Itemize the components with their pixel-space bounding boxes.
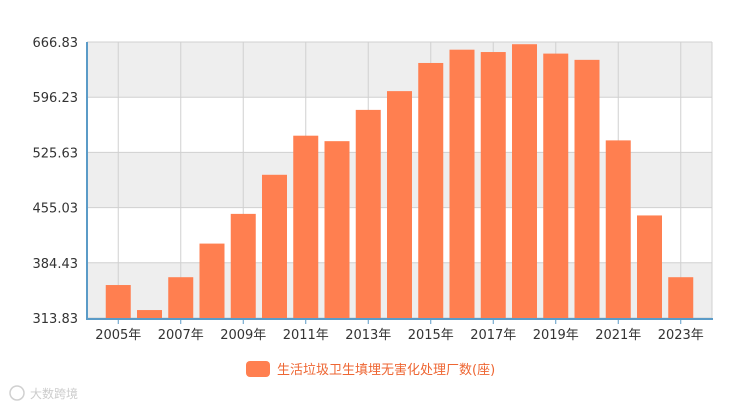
y-tick-label: 384.43 (33, 257, 79, 272)
x-tick-label: 2011年 (283, 328, 329, 343)
watermark: 大数跨境 (9, 385, 78, 401)
y-tick-label: 525.63 (33, 146, 79, 161)
x-tick-label: 2021年 (595, 328, 641, 343)
bar-2010年[interactable] (262, 174, 287, 318)
bar-2009年[interactable] (230, 213, 256, 318)
bar-2005年[interactable] (105, 285, 131, 318)
bar-2007年[interactable] (168, 277, 194, 318)
legend[interactable]: 生活垃圾卫生填埋无害化处理厂数(座) (246, 361, 495, 378)
y-tick-label: 455.03 (33, 202, 79, 217)
x-tick-label: 2005年 (95, 328, 141, 343)
bar-2021年[interactable] (605, 140, 631, 318)
x-tick-label: 2017年 (470, 328, 516, 343)
y-tick-label: 313.83 (33, 312, 79, 327)
axes (86, 42, 713, 320)
x-tick-label: 2013年 (345, 328, 391, 343)
bar-2022年[interactable] (637, 215, 662, 318)
x-tick-label: 2007年 (158, 328, 204, 343)
y-tick-label: 666.83 (33, 36, 79, 51)
bar-2015年[interactable] (418, 62, 444, 318)
x-tick-label: 2015年 (408, 328, 454, 343)
legend-swatch[interactable] (246, 361, 270, 377)
x-tick-label: 2023年 (658, 328, 704, 343)
bar-2014年[interactable] (387, 91, 412, 318)
watermark-logo-icon (9, 385, 25, 401)
bar-2023年[interactable] (668, 277, 694, 318)
bar-2006年[interactable] (137, 310, 162, 318)
bar-2012年[interactable] (324, 141, 350, 318)
y-tick-label: 596.23 (33, 91, 79, 106)
x-tick-label: 2019年 (533, 328, 579, 343)
background-band (87, 42, 712, 98)
bar-series (105, 44, 694, 319)
legend-label[interactable]: 生活垃圾卫生填埋无害化处理厂数(座) (277, 362, 495, 378)
watermark-text: 大数跨境 (30, 386, 78, 401)
bar-2008年[interactable] (199, 243, 225, 318)
bar-2018年[interactable] (512, 44, 537, 318)
bar-2020年[interactable] (574, 59, 600, 318)
bar-2013年[interactable] (355, 109, 381, 319)
bar-2019年[interactable] (543, 53, 569, 319)
bar-2017年[interactable] (480, 52, 506, 319)
bar-2011年[interactable] (293, 135, 319, 318)
bar-2016年[interactable] (449, 49, 475, 318)
x-axis-ticks: 2005年 2007年 2009年 2011年 2013年 2015年 2017年 2019年… (95, 319, 704, 343)
x-tick-label: 2009年 (220, 328, 266, 343)
y-axis-ticks: 666.83 596.23 525.63 455.03 384.43 313.83 (33, 36, 79, 327)
